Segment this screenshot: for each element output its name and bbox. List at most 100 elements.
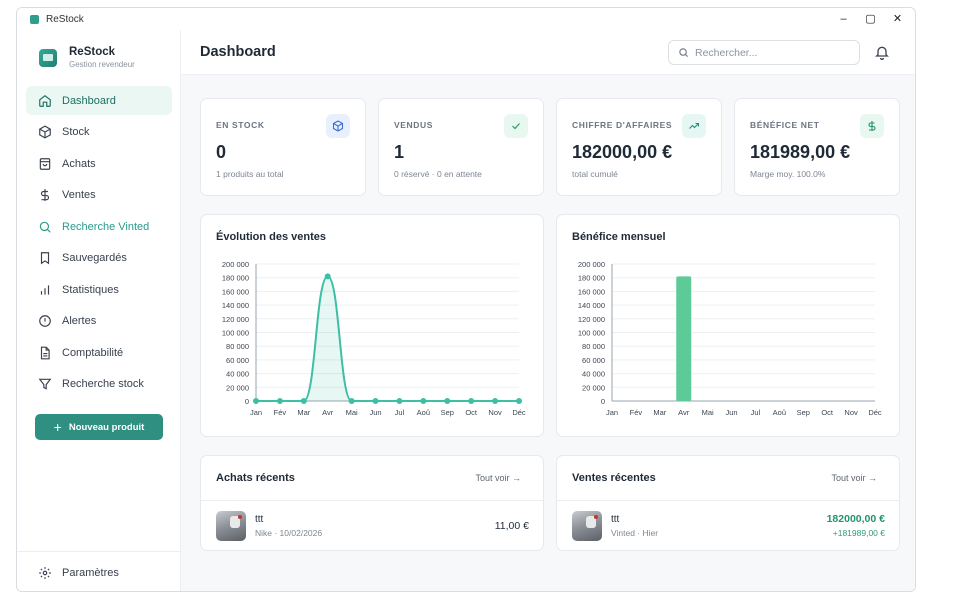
- see-all-sales-link[interactable]: Tout voir →: [831, 473, 877, 483]
- bookmark-icon: [40, 252, 50, 265]
- sidebar-item-recherche-stock[interactable]: Recherche stock: [26, 370, 172, 399]
- stat-card-stock: EN STOCK 0 1 produits au total: [200, 98, 366, 196]
- check-icon: [504, 114, 528, 138]
- stat-value: 182000,00 €: [572, 142, 673, 162]
- stat-value: 1: [394, 142, 405, 162]
- x-tick-label: Nov: [844, 408, 858, 417]
- page-title: Dashboard: [200, 44, 276, 60]
- stat-sub: 1 produits au total: [216, 169, 284, 179]
- recent-purchases-card: Achats récents Tout voir → ttt Nike · 10…: [200, 455, 544, 551]
- x-tick-label: Jul: [395, 408, 405, 417]
- y-tick-label: 200 000: [222, 260, 249, 269]
- sidebar-item-label: Statistiques: [62, 283, 119, 296]
- sidebar-item-label: Stock: [62, 126, 90, 138]
- item-price: 11,00 €: [494, 520, 529, 532]
- data-point[interactable]: [396, 398, 403, 404]
- app-icon: [30, 14, 39, 24]
- main-content: Dashboard EN STOCK 0 1 produits au total…: [181, 30, 915, 591]
- data-point[interactable]: [420, 398, 427, 404]
- search-box[interactable]: [668, 40, 860, 65]
- x-tick-label: Sep: [797, 408, 810, 417]
- data-point[interactable]: [253, 398, 259, 404]
- sidebar-item-ventes[interactable]: Ventes: [26, 181, 172, 210]
- stat-label: CHIFFRE D'AFFAIRES: [572, 120, 673, 130]
- sidebar-item-sauvegardes[interactable]: Sauvegardés: [26, 244, 172, 273]
- y-tick-label: 140 000: [222, 301, 249, 310]
- item-name: ttt: [611, 514, 620, 525]
- close-button[interactable]: ✕: [892, 13, 903, 25]
- y-tick-label: 180 000: [222, 274, 249, 283]
- sales-evolution-chart: 200 000 180 000 160 000 140 000 120 000 100 0…: [222, 260, 526, 417]
- filter-icon: [38, 378, 52, 390]
- settings-link[interactable]: Paramètres: [17, 551, 181, 591]
- sidebar-item-comptabilite[interactable]: Comptabilité: [26, 338, 172, 367]
- y-tick-label: 20 000: [582, 383, 605, 392]
- x-tick-label: Oct: [465, 408, 478, 417]
- document-icon: [40, 346, 50, 359]
- x-tick-label: Jan: [250, 408, 262, 417]
- sidebar-item-recherche-vinted[interactable]: Recherche Vinted: [26, 212, 172, 241]
- x-tick-label: Sep: [441, 408, 454, 417]
- gear-icon: [39, 566, 51, 579]
- y-tick-label: 100 000: [578, 329, 605, 338]
- y-tick-label: 40 000: [226, 370, 249, 379]
- x-tick-label: Nov: [488, 408, 502, 417]
- data-point[interactable]: [492, 398, 499, 404]
- new-product-button[interactable]: + Nouveau produit: [35, 414, 163, 440]
- sidebar-item-statistiques[interactable]: Statistiques: [26, 275, 172, 304]
- x-tick-label: Jan: [606, 408, 618, 417]
- x-tick-label: Déc: [512, 408, 526, 417]
- y-tick-label: 20 000: [226, 383, 249, 392]
- brand-subtitle: Gestion revendeur: [69, 60, 135, 69]
- y-tick-label: 180 000: [578, 274, 605, 283]
- y-tick-label: 0: [601, 397, 605, 406]
- sidebar-item-alertes[interactable]: Alertes: [26, 307, 172, 336]
- see-all-purchases-link[interactable]: Tout voir →: [475, 473, 521, 483]
- y-tick-label: 160 000: [222, 287, 249, 296]
- divider: [557, 500, 899, 501]
- settings-label: Paramètres: [62, 566, 119, 579]
- product-thumbnail: [216, 511, 246, 541]
- data-point[interactable]: [372, 398, 379, 404]
- sidebar-item-dashboard[interactable]: Dashboard: [26, 86, 172, 115]
- chart-title: Évolution des ventes: [216, 231, 327, 243]
- search-input[interactable]: [695, 46, 845, 59]
- sidebar-item-label: Recherche stock: [62, 378, 144, 390]
- monthly-profit-chart: 200 000 180 000 160 000 140 000 120 000 100 0…: [578, 260, 882, 417]
- y-tick-label: 0: [245, 397, 249, 406]
- sidebar-item-achats[interactable]: Achats: [26, 149, 172, 178]
- box-icon: [39, 125, 51, 139]
- x-tick-label: Aoû: [417, 408, 430, 417]
- bell-icon[interactable]: [874, 44, 890, 60]
- data-point[interactable]: [348, 398, 355, 404]
- data-point[interactable]: [516, 398, 522, 404]
- brand-name: ReStock: [69, 46, 116, 58]
- data-point[interactable]: [276, 398, 283, 404]
- plus-icon: +: [53, 419, 62, 435]
- x-tick-label: Mai: [702, 408, 714, 417]
- x-tick-label: Mar: [297, 408, 310, 417]
- sidebar-item-label: Sauvegardés: [62, 252, 127, 264]
- data-point[interactable]: [444, 398, 451, 404]
- home-icon: [39, 94, 51, 107]
- x-tick-label: Avr: [678, 408, 690, 417]
- minimize-button[interactable]: –: [840, 13, 847, 25]
- stat-sub: total cumulé: [572, 169, 618, 179]
- item-name: ttt: [255, 514, 264, 525]
- sidebar-item-stock[interactable]: Stock: [26, 118, 172, 147]
- window-title: ReStock: [46, 13, 84, 25]
- x-tick-label: Oct: [821, 408, 834, 417]
- new-product-label: Nouveau produit: [68, 421, 145, 433]
- shopping-bag-icon: [39, 157, 51, 170]
- series-line: [256, 275, 519, 402]
- stat-value: 0: [216, 142, 227, 162]
- sidebar-item-label: Recherche Vinted: [62, 220, 150, 233]
- bar[interactable]: [676, 276, 692, 401]
- x-tick-label: Avr: [322, 408, 334, 417]
- data-point[interactable]: [300, 398, 307, 404]
- stat-label: VENDUS: [394, 120, 434, 130]
- dollar-icon: [40, 189, 50, 201]
- data-point[interactable]: [468, 398, 475, 404]
- data-point[interactable]: [324, 273, 331, 280]
- maximize-button[interactable]: ▢: [865, 13, 876, 25]
